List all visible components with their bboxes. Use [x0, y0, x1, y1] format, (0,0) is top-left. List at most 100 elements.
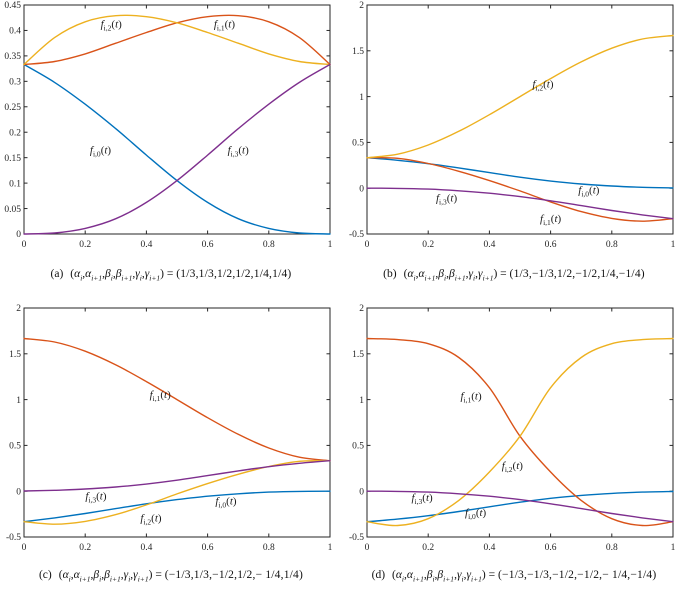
y-tick-label: -0.5	[349, 533, 364, 543]
y-tick-label: -0.5	[349, 230, 364, 240]
curve-f_i1	[23, 337, 331, 462]
caption-b-values: (1/3,−1/3,1/2,−1/2,1/4,−1/4)	[509, 268, 645, 280]
curve-label-f_i1: fi,1(t)	[540, 213, 562, 227]
curve-label-f_i0: fi,0(t)	[215, 495, 237, 509]
x-tick-label: 0.2	[422, 240, 434, 250]
caption-param-subscript: i	[413, 273, 416, 283]
x-tick-label: 0.6	[202, 543, 214, 553]
curve-f_i2	[366, 337, 674, 527]
caption-param-subscript: i	[432, 574, 435, 584]
curve-label-f_i3: fi,3(t)	[85, 490, 107, 504]
x-tick-label: 0.6	[545, 240, 557, 250]
caption-b-tag: (b)	[383, 268, 397, 280]
caption-param-symbol: β	[437, 569, 444, 581]
y-tick-label: 0.5	[352, 442, 364, 452]
x-tick-label: 0	[365, 543, 370, 553]
x-tick-label: 0.8	[606, 240, 618, 250]
caption-param-symbol: γ	[478, 268, 483, 280]
caption-c-params: (αi,αi+1,βi,βi+1,γi,γi+1) =	[58, 569, 165, 584]
y-tick-label: 1.5	[9, 350, 21, 360]
y-tick-label: 0.5	[352, 139, 364, 149]
y-tick-label: 0.3	[9, 78, 21, 88]
curve-f_i2	[23, 14, 331, 66]
caption-b-params: (αi,αi+1,βi,βi+1,γi,γi+1) =	[403, 268, 510, 283]
caption-a-params: (αi,αi+1,βi,βi+1,γi,γi+1) =	[70, 268, 177, 283]
x-tick-label: 1	[328, 543, 333, 553]
x-tick-label: 0	[22, 240, 27, 250]
y-tick-label: 1.5	[352, 47, 364, 57]
subplot-b-plot: 0 0.2 0.4 0.6 0.8 1-0.500.511.52fi,0(t)fi,1(t…	[349, 1, 676, 250]
y-tick-label: 0	[16, 230, 21, 240]
caption-param-symbol: β	[438, 268, 445, 280]
caption-param-symbol: β	[448, 268, 455, 280]
curve-label-f_i3: fi,3(t)	[436, 192, 458, 206]
curve-label-f_i1: fi,1(t)	[150, 389, 172, 403]
caption-c-tag: (c)	[38, 569, 52, 581]
caption-a: (a) (αi,αi+1,βi,βi+1,γi,γi+1) = (1/3,1/3,…	[0, 268, 342, 283]
subplot-c-plot: 0 0.2 0.4 0.6 0.8 1-0.500.511.52fi,0(t)fi,1(t…	[6, 304, 333, 553]
x-tick-label: 0.8	[606, 543, 618, 553]
caption-param-symbol: β	[115, 268, 122, 280]
curve-f_i0	[366, 490, 674, 523]
y-tick-label: -0.5	[6, 533, 21, 543]
subplot-a: 0 0.2 0.4 0.6 0.8 1 0 0.05 0.1 0.15 0.2 0.25 0.3 0.35…	[0, 0, 342, 261]
y-tick-label: 0.25	[4, 103, 21, 113]
caption-param-symbol: α	[407, 268, 414, 280]
y-tick-label: 1	[359, 93, 364, 103]
caption-param-symbol: γ	[456, 569, 462, 581]
x-tick-label: 1	[671, 240, 676, 250]
caption-param-symbol: γ	[123, 569, 129, 581]
y-tick-label: 0.15	[4, 154, 21, 164]
y-tick-label: 0	[16, 487, 21, 497]
curve-f_i1	[366, 156, 674, 222]
y-tick-label: 1.5	[352, 350, 364, 360]
x-tick-label: 0.6	[545, 543, 557, 553]
y-tick-label: 0.2	[9, 128, 21, 138]
x-tick-label: 0	[22, 543, 27, 553]
y-tick-label: 1	[359, 396, 364, 406]
curve-label-f_i2: fi,2(t)	[502, 460, 524, 474]
caption-param-symbol: γ	[144, 268, 150, 280]
plot-box	[23, 4, 331, 235]
caption-param-subscript: i	[128, 574, 131, 584]
caption-d-values: (−1/3,−1/3,−1/2,−1/2,− 1/4,−1/4)	[497, 569, 657, 581]
y-tick-label: 1	[16, 396, 21, 406]
x-tick-label: 0.4	[140, 240, 152, 250]
caption-param-subscript: i+1	[121, 273, 133, 283]
caption-param-symbol: α	[85, 268, 92, 280]
caption-param-symbol: β	[104, 268, 111, 280]
caption-param-symbol: α	[418, 268, 425, 280]
caption-param-symbol: β	[426, 569, 433, 581]
curve-label-f_i1: fi,1(t)	[214, 18, 236, 32]
x-tick-label: 0.4	[140, 543, 152, 553]
caption-param-subscript: i+1	[149, 273, 161, 283]
y-tick-label: 0	[359, 184, 364, 194]
curve-f_i3	[23, 460, 331, 492]
x-tick-label: 0.2	[79, 240, 91, 250]
x-tick-label: 0.2	[79, 543, 91, 553]
caption-param-symbol: γ	[468, 268, 474, 280]
caption-param-subscript: i+1	[137, 574, 149, 584]
caption-param-symbol: α	[62, 569, 69, 581]
curve-f_i0	[23, 490, 331, 523]
y-tick-label: 0.5	[9, 442, 21, 452]
y-tick-label: 0	[359, 487, 364, 497]
y-tick-label: 2	[359, 1, 364, 11]
caption-a-values: (1/3,1/3,1/2,1/2,1/4,1/4)	[176, 268, 292, 280]
caption-param-subscript: i+1	[482, 273, 494, 283]
caption-c-values: (−1/3,1/3,−1/2,1/2,− 1/4,1/4)	[164, 569, 304, 581]
x-tick-label: 0.6	[202, 240, 214, 250]
y-tick-label: 0.05	[4, 205, 21, 215]
caption-param-symbol: α	[395, 569, 402, 581]
curve-f_i2	[366, 34, 674, 159]
caption-c: (c) (αi,αi+1,βi,βi+1,γi,γi+1) = (−1/3,1/3…	[0, 569, 342, 584]
caption-param-symbol: β	[93, 569, 100, 581]
y-tick-label: 2	[16, 304, 21, 314]
caption-param-symbol: α	[73, 569, 80, 581]
x-tick-label: 0	[365, 240, 370, 250]
caption-param-subscript: i+1	[109, 574, 121, 584]
caption-d-params: (αi,αi+1,βi,βi+1,γi,γi+1) =	[392, 569, 498, 584]
subplot-d: 0 0.2 0.4 0.6 0.8 1 -0.5 0 0.5 1 1.5 2 fi,0(t) fi,1(t…	[343, 303, 685, 564]
caption-param-subscript: i	[139, 273, 142, 283]
